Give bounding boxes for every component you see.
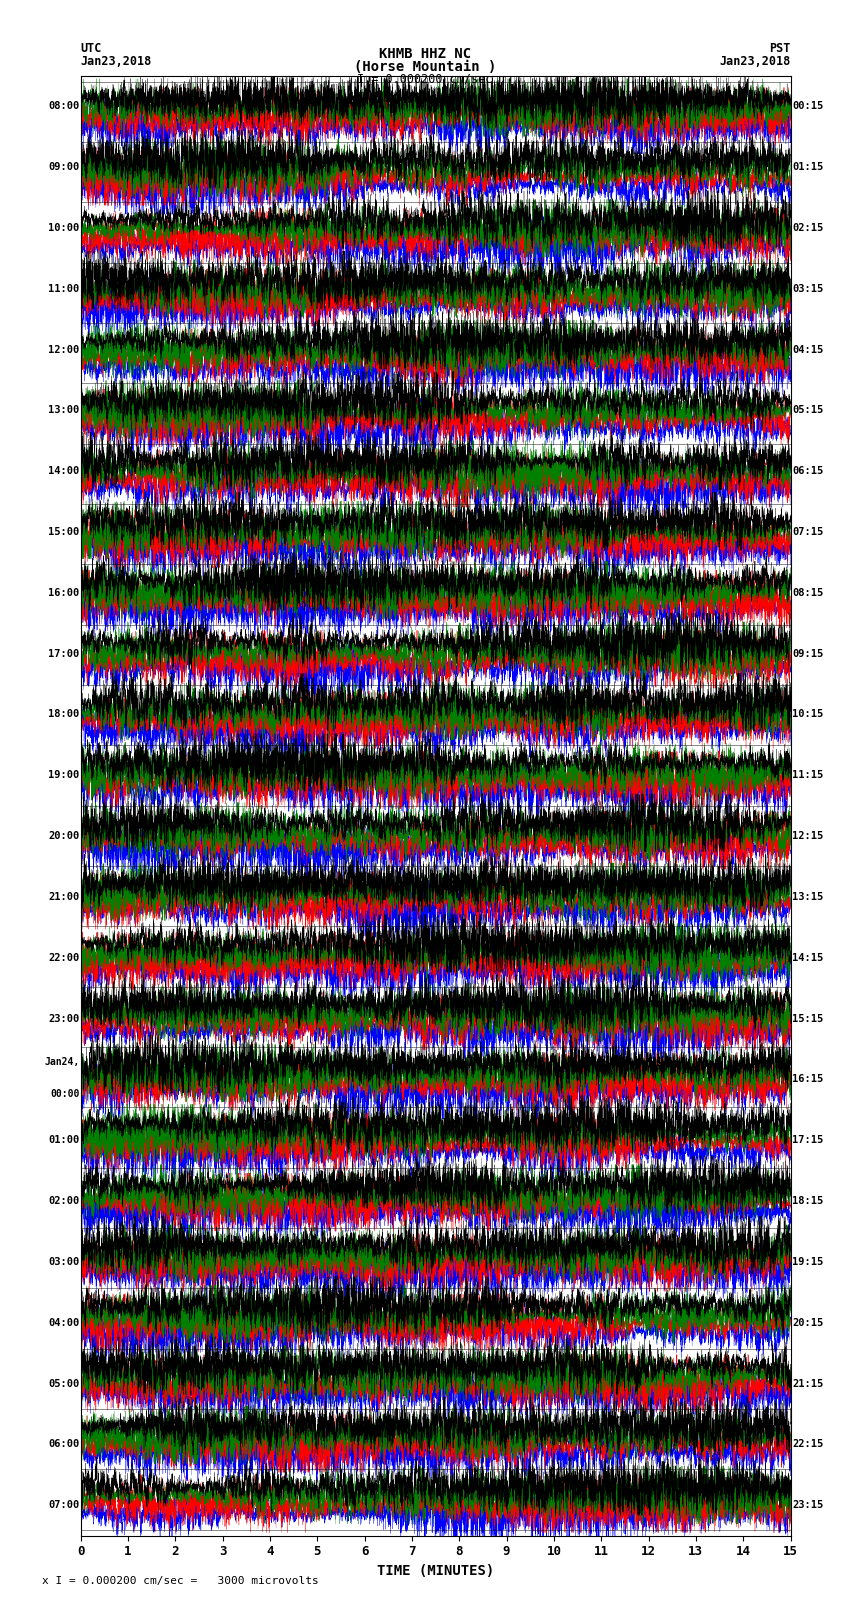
Text: 02:00: 02:00 [48, 1197, 79, 1207]
Text: Jan23,2018: Jan23,2018 [719, 55, 791, 68]
Text: 06:00: 06:00 [48, 1439, 79, 1450]
Text: 20:15: 20:15 [792, 1318, 823, 1327]
Text: 20:00: 20:00 [48, 831, 79, 840]
Text: (Horse Mountain ): (Horse Mountain ) [354, 60, 496, 74]
Text: Jan24,: Jan24, [44, 1057, 79, 1066]
Text: 02:15: 02:15 [792, 223, 823, 232]
Text: 12:00: 12:00 [48, 345, 79, 355]
Text: 14:00: 14:00 [48, 466, 79, 476]
Text: 14:15: 14:15 [792, 953, 823, 963]
Text: 00:00: 00:00 [50, 1089, 79, 1098]
Text: 13:15: 13:15 [792, 892, 823, 902]
Text: 01:15: 01:15 [792, 161, 823, 173]
Text: x I = 0.000200 cm/sec =   3000 microvolts: x I = 0.000200 cm/sec = 3000 microvolts [42, 1576, 320, 1586]
Text: 17:00: 17:00 [48, 648, 79, 658]
Text: Jan23,2018: Jan23,2018 [81, 55, 152, 68]
Text: 03:00: 03:00 [48, 1257, 79, 1266]
Text: 06:15: 06:15 [792, 466, 823, 476]
Text: PST: PST [769, 42, 790, 55]
Text: 23:15: 23:15 [792, 1500, 823, 1510]
Text: 00:15: 00:15 [792, 102, 823, 111]
Text: 16:15: 16:15 [792, 1074, 823, 1084]
Text: 19:15: 19:15 [792, 1257, 823, 1266]
Text: 18:00: 18:00 [48, 710, 79, 719]
Text: 10:15: 10:15 [792, 710, 823, 719]
Text: 21:00: 21:00 [48, 892, 79, 902]
Text: 05:00: 05:00 [48, 1379, 79, 1389]
Text: UTC: UTC [81, 42, 102, 55]
Text: 19:00: 19:00 [48, 771, 79, 781]
Text: 08:00: 08:00 [48, 102, 79, 111]
Text: 12:15: 12:15 [792, 831, 823, 840]
Text: 07:15: 07:15 [792, 527, 823, 537]
Text: 15:00: 15:00 [48, 527, 79, 537]
Text: 01:00: 01:00 [48, 1136, 79, 1145]
Text: 17:15: 17:15 [792, 1136, 823, 1145]
Text: 05:15: 05:15 [792, 405, 823, 415]
Text: 13:00: 13:00 [48, 405, 79, 415]
Text: KHMB HHZ NC: KHMB HHZ NC [379, 47, 471, 61]
Text: 04:15: 04:15 [792, 345, 823, 355]
Text: 07:00: 07:00 [48, 1500, 79, 1510]
Text: 11:15: 11:15 [792, 771, 823, 781]
Text: 09:00: 09:00 [48, 161, 79, 173]
Text: 22:15: 22:15 [792, 1439, 823, 1450]
Text: 21:15: 21:15 [792, 1379, 823, 1389]
Text: 08:15: 08:15 [792, 587, 823, 598]
Text: 04:00: 04:00 [48, 1318, 79, 1327]
Text: 18:15: 18:15 [792, 1197, 823, 1207]
Text: 15:15: 15:15 [792, 1013, 823, 1024]
Text: 11:00: 11:00 [48, 284, 79, 294]
Text: 23:00: 23:00 [48, 1013, 79, 1024]
Text: I = 0.000200 cm/sec: I = 0.000200 cm/sec [357, 73, 493, 85]
Text: 03:15: 03:15 [792, 284, 823, 294]
Text: 16:00: 16:00 [48, 587, 79, 598]
Text: 22:00: 22:00 [48, 953, 79, 963]
Text: 10:00: 10:00 [48, 223, 79, 232]
X-axis label: TIME (MINUTES): TIME (MINUTES) [377, 1565, 494, 1578]
Text: 09:15: 09:15 [792, 648, 823, 658]
